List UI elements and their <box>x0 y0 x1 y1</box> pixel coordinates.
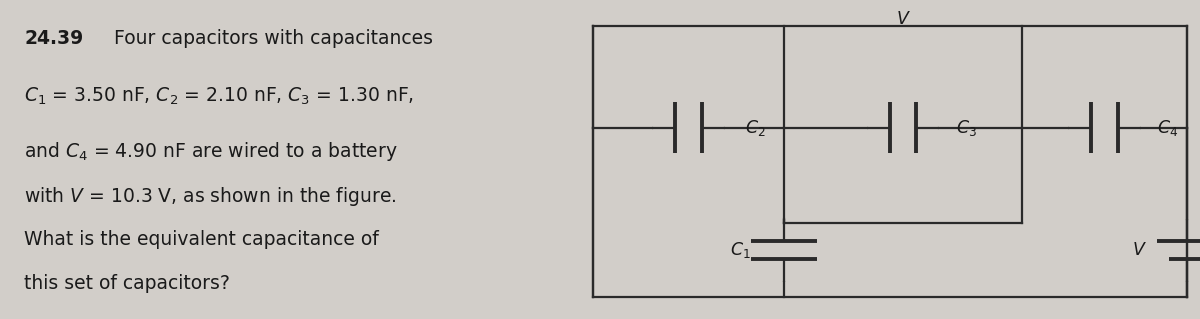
Text: $C_3$: $C_3$ <box>956 118 977 137</box>
Text: with $V$ = 10.3 V, as shown in the figure.: with $V$ = 10.3 V, as shown in the figur… <box>24 185 397 208</box>
Text: What is the equivalent capacitance of: What is the equivalent capacitance of <box>24 230 379 249</box>
Text: and $C_4$ = 4.90 nF are wired to a battery: and $C_4$ = 4.90 nF are wired to a batte… <box>24 140 397 163</box>
Text: $C_2$: $C_2$ <box>744 118 766 137</box>
Text: $V$: $V$ <box>1133 241 1147 259</box>
Text: $V$: $V$ <box>895 10 911 27</box>
Text: $C_1$ = 3.50 nF, $C_2$ = 2.10 nF, $C_3$ = 1.30 nF,: $C_1$ = 3.50 nF, $C_2$ = 2.10 nF, $C_3$ … <box>24 86 414 108</box>
Text: 24.39: 24.39 <box>24 29 83 48</box>
Text: $C_4$: $C_4$ <box>1157 118 1178 137</box>
Text: $C_1$: $C_1$ <box>731 241 751 260</box>
Text: this set of capacitors?: this set of capacitors? <box>24 274 230 293</box>
Text: Four capacitors with capacitances: Four capacitors with capacitances <box>114 29 433 48</box>
